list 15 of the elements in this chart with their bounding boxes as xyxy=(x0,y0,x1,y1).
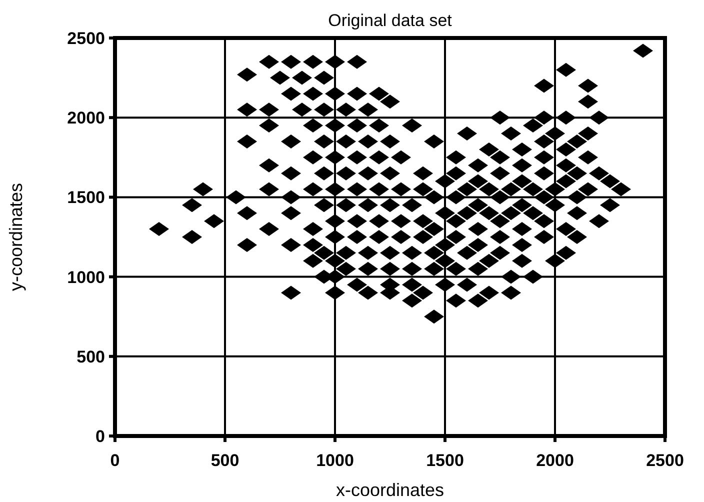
x-axis-title: x-coordinates xyxy=(336,480,444,500)
y-tick-label: 500 xyxy=(76,347,105,366)
x-tick-label: 1000 xyxy=(316,451,354,470)
y-tick-label: 1500 xyxy=(67,188,105,208)
y-tick-label: 1000 xyxy=(67,268,105,287)
x-tick-label: 2000 xyxy=(536,451,574,470)
x-tick-label: 500 xyxy=(210,451,240,470)
y-axis-title: y-coordinates xyxy=(6,182,26,292)
x-tick-label: 0 xyxy=(110,451,120,470)
y-tick-label: 0 xyxy=(96,427,105,446)
y-tick-label: 2000 xyxy=(67,108,105,128)
y-tick-label: 2500 xyxy=(67,29,105,48)
x-tick-label: 2500 xyxy=(646,451,684,470)
chart-title: Original data set xyxy=(328,11,452,30)
x-tick-label: 1500 xyxy=(426,451,464,470)
